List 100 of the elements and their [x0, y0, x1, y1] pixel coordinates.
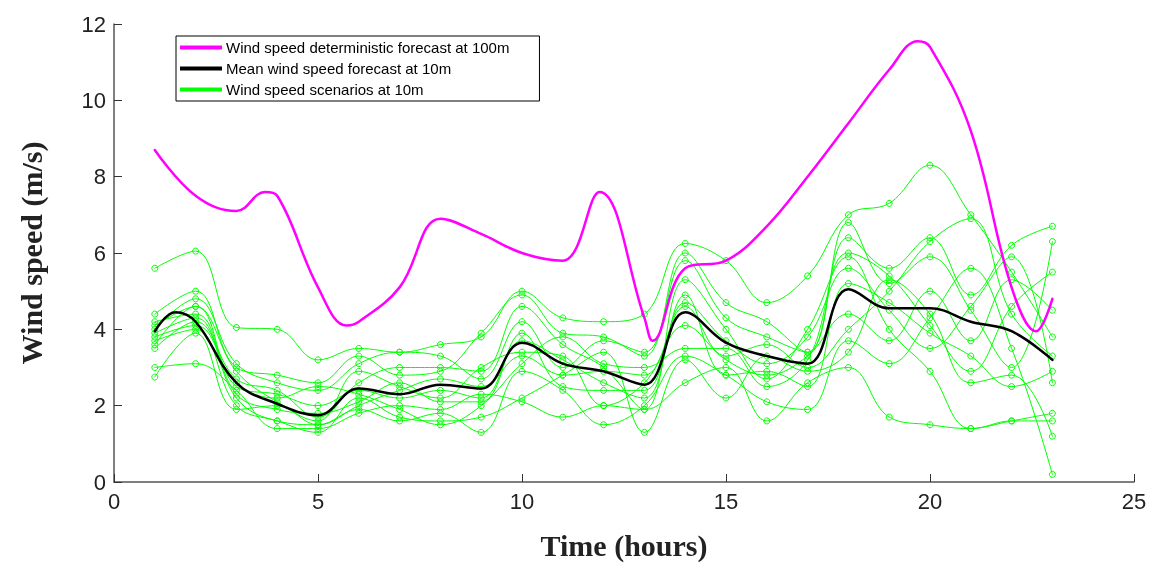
point	[967, 306, 975, 314]
y-tick-label: 0	[93, 469, 106, 495]
point	[477, 375, 485, 383]
point	[355, 405, 363, 413]
point	[436, 375, 444, 383]
point	[192, 295, 200, 303]
point	[967, 379, 975, 387]
point	[600, 348, 608, 356]
point	[396, 417, 404, 425]
point	[477, 428, 485, 436]
point	[355, 352, 363, 360]
point	[232, 394, 240, 402]
point	[763, 299, 771, 307]
point	[722, 344, 730, 352]
point	[518, 329, 526, 337]
point	[640, 371, 648, 379]
point	[763, 383, 771, 391]
point	[885, 276, 893, 284]
point	[477, 402, 485, 410]
point	[926, 367, 934, 375]
point	[1008, 344, 1016, 352]
point	[681, 239, 689, 247]
point	[273, 325, 281, 333]
point	[763, 375, 771, 383]
point	[600, 367, 608, 375]
point	[355, 409, 363, 417]
point	[396, 386, 404, 394]
point	[1008, 253, 1016, 261]
point	[640, 402, 648, 410]
point	[967, 302, 975, 310]
legend-label: Wind speed scenarios at 10m	[226, 81, 424, 98]
point	[1008, 268, 1016, 276]
point	[926, 238, 934, 246]
point	[518, 291, 526, 299]
point	[885, 413, 893, 421]
point	[436, 394, 444, 402]
point	[314, 428, 322, 436]
point	[192, 310, 200, 318]
point	[763, 360, 771, 368]
point	[192, 325, 200, 333]
point	[600, 421, 608, 429]
x-tick-label: 15	[713, 488, 739, 514]
point	[681, 299, 689, 307]
point	[722, 257, 730, 265]
x-tick-label: 10	[509, 488, 535, 514]
point	[355, 390, 363, 398]
point	[477, 413, 485, 421]
point	[804, 367, 812, 375]
x-tick-label: 20	[917, 488, 943, 514]
point	[763, 333, 771, 341]
point	[477, 394, 485, 402]
point	[640, 348, 648, 356]
point	[722, 394, 730, 402]
point	[232, 375, 240, 383]
point	[722, 356, 730, 364]
point	[396, 413, 404, 421]
point	[681, 356, 689, 364]
point	[681, 352, 689, 360]
point	[559, 333, 567, 341]
point	[355, 394, 363, 402]
point	[926, 322, 934, 330]
point	[273, 394, 281, 402]
point	[844, 310, 852, 318]
point	[314, 383, 322, 391]
point	[396, 364, 404, 371]
point	[314, 402, 322, 410]
point	[640, 386, 648, 394]
point	[355, 379, 363, 387]
point	[518, 302, 526, 310]
point	[273, 390, 281, 398]
point	[640, 379, 648, 387]
point	[396, 405, 404, 413]
point	[436, 417, 444, 425]
point	[804, 379, 812, 387]
point	[314, 386, 322, 394]
point	[436, 341, 444, 349]
point	[885, 299, 893, 307]
point	[273, 425, 281, 433]
point	[926, 310, 934, 318]
point	[640, 364, 648, 371]
point	[477, 333, 485, 341]
point	[763, 367, 771, 375]
point	[804, 272, 812, 280]
point	[436, 405, 444, 413]
x-tick-label: 25	[1121, 488, 1147, 514]
point	[844, 348, 852, 356]
point	[355, 402, 363, 410]
point	[926, 234, 934, 242]
point	[967, 367, 975, 375]
point	[314, 425, 322, 433]
point	[232, 405, 240, 413]
point	[681, 276, 689, 284]
point	[436, 352, 444, 360]
point	[926, 421, 934, 429]
point	[600, 379, 608, 387]
point	[804, 356, 812, 364]
point	[600, 333, 608, 341]
point	[518, 287, 526, 295]
point	[1008, 302, 1016, 310]
point	[436, 367, 444, 375]
